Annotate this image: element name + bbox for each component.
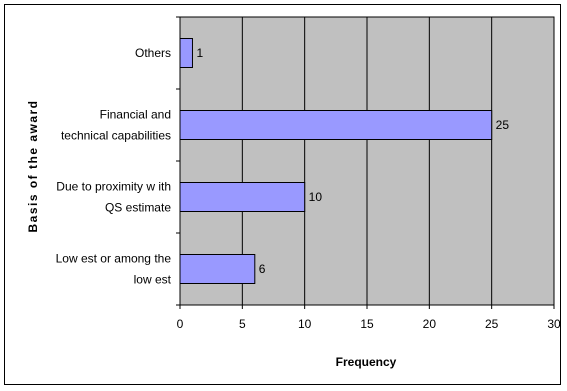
x-tick-label: 25 bbox=[485, 317, 499, 331]
plot-area: 0 5 10 15 20 25 30 1 Others 25 Financial and techni… bbox=[56, 16, 561, 331]
data-label: 25 bbox=[496, 118, 510, 132]
y-axis-title: Basis of the award bbox=[26, 99, 40, 232]
y-tick-label: Others bbox=[135, 46, 171, 60]
x-tick-label: 20 bbox=[423, 317, 437, 331]
y-tick-label: Low est or among the bbox=[56, 252, 172, 266]
y-tick-label: Due to proximity w ith bbox=[56, 180, 171, 194]
bar bbox=[179, 110, 493, 140]
bar bbox=[179, 182, 306, 212]
x-tick-label: 15 bbox=[360, 317, 374, 331]
x-tick-label: 0 bbox=[177, 317, 184, 331]
bar bbox=[179, 38, 193, 68]
y-tick-label: Financial and bbox=[100, 108, 171, 122]
x-tick-label: 5 bbox=[239, 317, 246, 331]
y-tick-label: technical capabilities bbox=[61, 129, 171, 143]
data-label: 6 bbox=[259, 262, 266, 276]
x-axis-title: Frequency bbox=[336, 355, 397, 369]
data-label: 10 bbox=[309, 190, 323, 204]
x-tick-label: 10 bbox=[298, 317, 312, 331]
y-tick-label: QS estimate bbox=[105, 201, 171, 215]
data-label: 1 bbox=[196, 46, 203, 60]
bar bbox=[179, 254, 256, 284]
x-tick-label: 30 bbox=[547, 317, 561, 331]
y-tick-label: low est bbox=[134, 273, 172, 287]
